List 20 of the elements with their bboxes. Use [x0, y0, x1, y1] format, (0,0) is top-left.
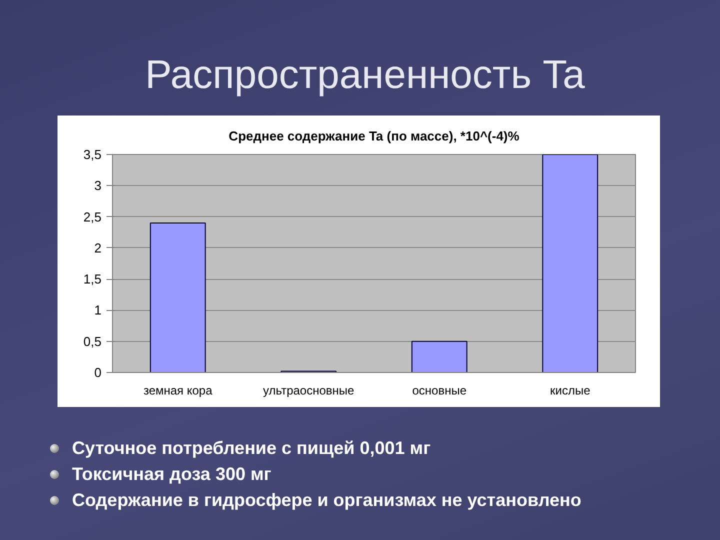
x-tick-label: земная кора: [143, 384, 213, 398]
y-tick-label: 2: [94, 240, 102, 256]
bar: [150, 222, 206, 372]
chart-title: Распространенность Ta: [145, 52, 585, 99]
bar: [411, 340, 468, 372]
bar: [542, 154, 598, 372]
y-tick-label: 2,5: [83, 209, 102, 224]
x-tick-label: ультраосновные: [263, 384, 355, 398]
y-tick-label: 3,5: [83, 147, 102, 162]
x-tick-label: кислые: [550, 384, 591, 398]
x-tick-label: основные: [412, 384, 467, 398]
y-tick-label: 3: [94, 178, 102, 194]
chart-subtitle: Среднее содержание Ta (по массе), *10^(-4)%: [228, 128, 520, 144]
y-tick-label: 1: [94, 302, 102, 318]
text: Суточное потребление с пищей 0,001 мг: [72, 437, 431, 460]
y-tick-label: 0: [94, 365, 102, 380]
y-tick-label: 1,5: [83, 272, 102, 287]
text: Содержание в гидросфере и организмах не установлено: [72, 489, 582, 512]
text: Токсичная доза 300 мг: [72, 463, 272, 486]
y-tick-label: 0,5: [83, 334, 102, 349]
